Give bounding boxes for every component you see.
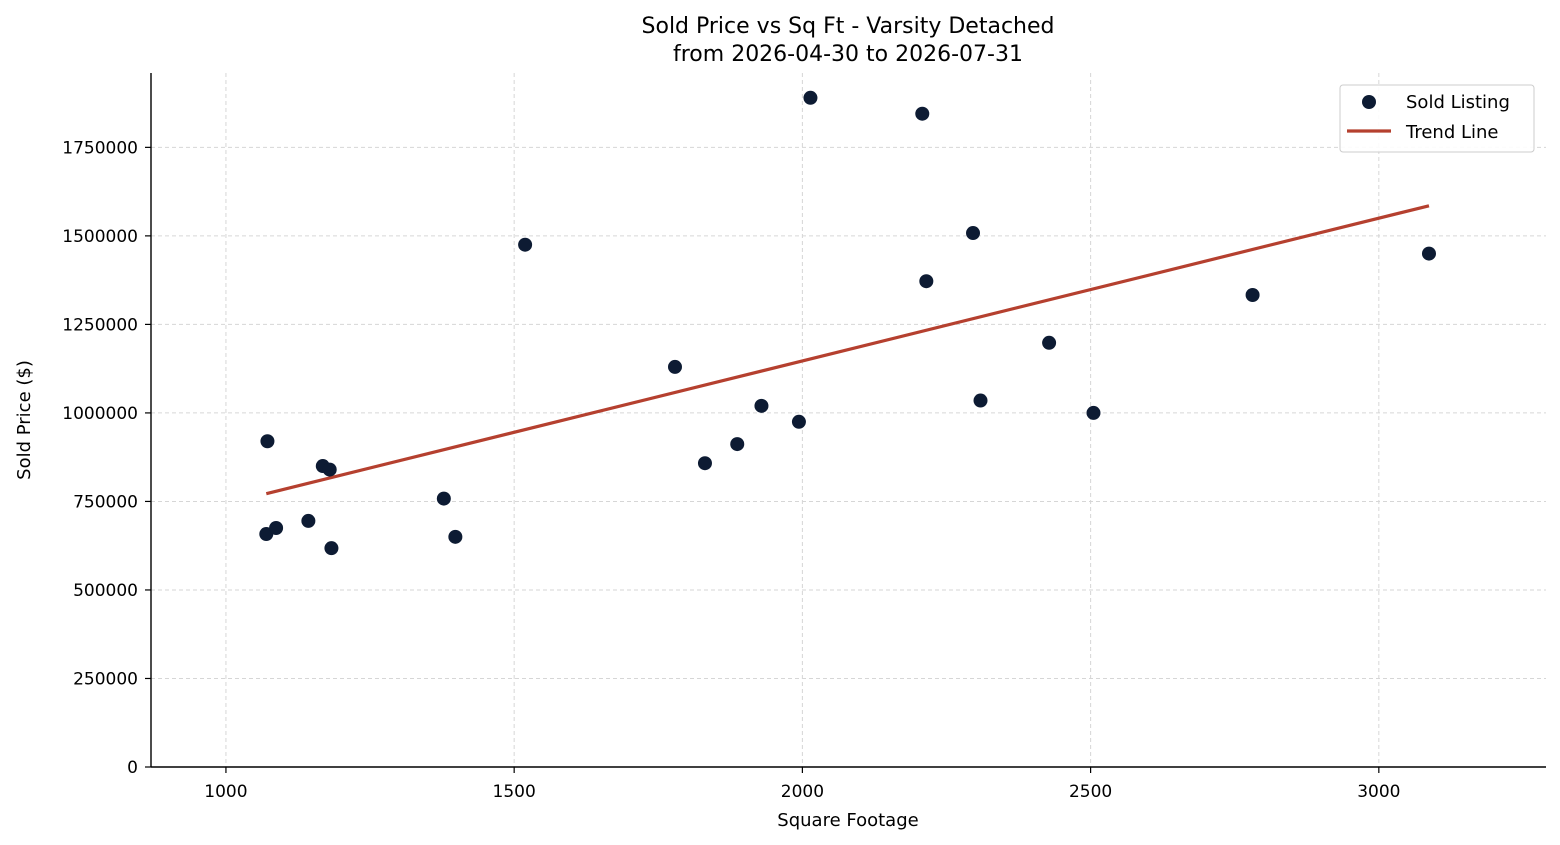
scatter-point [919, 274, 934, 289]
scatter-point [448, 529, 463, 544]
x-axis-label: Square Footage [777, 810, 918, 831]
scatter-point [754, 398, 769, 413]
grid-lines [151, 73, 1546, 768]
legend-marker-sold-listing [1362, 95, 1376, 109]
legend: Sold Listing Trend Line [1339, 84, 1535, 153]
scatter-point [1245, 288, 1260, 303]
scatter-point [324, 541, 339, 556]
scatter-point [260, 434, 275, 449]
legend-box [1339, 84, 1535, 153]
scatter-point [791, 414, 806, 429]
y-tick-label: 750000 [73, 492, 138, 512]
y-tick-label: 500000 [73, 581, 138, 601]
y-tick-label: 1000000 [62, 404, 138, 424]
trend-line [265, 204, 1430, 496]
scatter-point [1086, 405, 1101, 420]
scatter-point [803, 90, 818, 105]
x-tick-label: 2500 [1069, 782, 1112, 802]
scatter-point [1421, 246, 1436, 261]
y-tick-label: 1750000 [62, 138, 138, 158]
scatter-point [915, 106, 930, 121]
scatter-point [667, 359, 682, 374]
chart-title: Sold Price vs Sq Ft - Varsity Detached [642, 14, 1055, 39]
y-axis-label: Sold Price ($) [14, 360, 35, 480]
y-tick-label: 1250000 [62, 315, 138, 335]
x-tick-label: 2000 [781, 782, 824, 802]
axis-ticks: 1000 1500 2000 2500 3000 0 250000 500000 750000 1… [62, 138, 1400, 802]
x-tick-label: 1000 [204, 782, 247, 802]
scatter-points-layer [259, 90, 1436, 556]
x-tick-label: 1500 [493, 782, 536, 802]
legend-label-sold-listing: Sold Listing [1406, 92, 1510, 113]
x-tick-label: 3000 [1357, 782, 1400, 802]
trend-line-layer [265, 204, 1430, 496]
y-tick-label: 250000 [73, 669, 138, 689]
chart-subtitle: from 2026-04-30 to 2026-07-31 [673, 42, 1023, 67]
y-tick-label: 0 [127, 758, 138, 778]
scatter-point [697, 456, 712, 471]
legend-label-trend-line: Trend Line [1405, 122, 1499, 143]
scatter-point [1042, 335, 1057, 350]
y-tick-label: 1500000 [62, 227, 138, 247]
scatter-point [436, 491, 451, 506]
scatter-point [269, 520, 284, 535]
scatter-point [966, 226, 981, 241]
scatter-point [973, 393, 988, 408]
scatter-point [301, 513, 316, 528]
scatter-point [730, 437, 745, 452]
scatter-point [322, 462, 337, 477]
scatter-point [518, 237, 533, 252]
